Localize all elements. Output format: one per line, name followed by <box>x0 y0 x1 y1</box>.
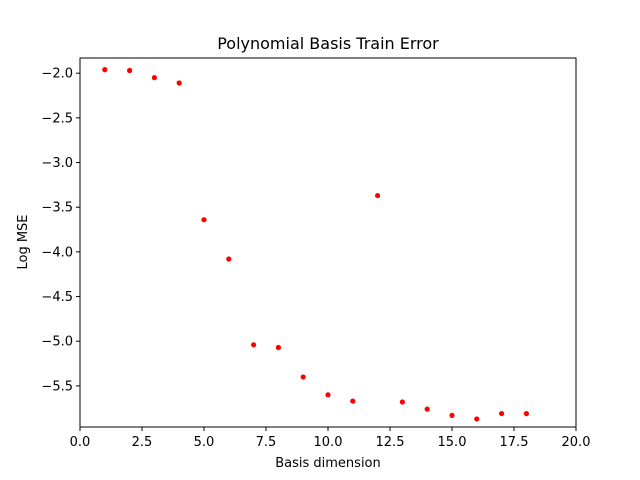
data-point-8 <box>275 344 281 351</box>
data-point-18 <box>523 410 530 417</box>
y-tick-label: −3.0 <box>41 156 73 171</box>
data-point-13 <box>399 399 405 405</box>
y-tick-label: −2.0 <box>41 67 73 82</box>
plot-area: 0.0 2.5 5.0 7.5 10.0 12.5 15.0 17.5 20.0 −2.0 −2.5… <box>41 57 591 450</box>
data-point-3 <box>151 75 157 81</box>
x-tick-label: 15.0 <box>438 435 467 450</box>
x-tick-label: 12.5 <box>376 435 405 450</box>
y-tick-label: −4.0 <box>41 245 73 260</box>
x-tick-label: 7.5 <box>256 435 277 450</box>
x-tick-label: 10.0 <box>314 435 343 450</box>
y-tick-label: −3.5 <box>41 201 73 216</box>
data-point-5 <box>201 217 207 223</box>
data-point-12 <box>375 192 381 199</box>
data-point-1 <box>102 67 108 73</box>
x-tick-label: 0.0 <box>70 435 91 450</box>
data-point-2 <box>127 67 133 74</box>
x-tick-label: 5.0 <box>194 435 215 450</box>
y-tick-label: −2.5 <box>41 111 73 126</box>
x-axis-label: Basis dimension <box>275 456 381 471</box>
data-point-9 <box>300 374 306 380</box>
data-point-16 <box>474 416 480 422</box>
y-tick-label: −4.5 <box>41 290 73 305</box>
data-point-6 <box>226 256 232 262</box>
data-point-4 <box>176 80 182 86</box>
data-point-17 <box>499 410 505 417</box>
y-tick-label: −5.5 <box>41 379 73 394</box>
x-tick-label: 20.0 <box>562 435 591 450</box>
data-point-14 <box>424 406 430 412</box>
x-tick-label: 2.5 <box>132 435 153 450</box>
data-point-10 <box>325 392 331 398</box>
chart-title: Polynomial Basis Train Error <box>217 34 439 53</box>
data-point-15 <box>449 412 455 418</box>
data-point-7 <box>251 342 257 348</box>
y-tick-label: −5.0 <box>41 335 73 350</box>
x-tick-label: 17.5 <box>500 435 529 450</box>
y-axis-label: Log MSE <box>16 214 31 269</box>
data-point-11 <box>350 398 356 404</box>
